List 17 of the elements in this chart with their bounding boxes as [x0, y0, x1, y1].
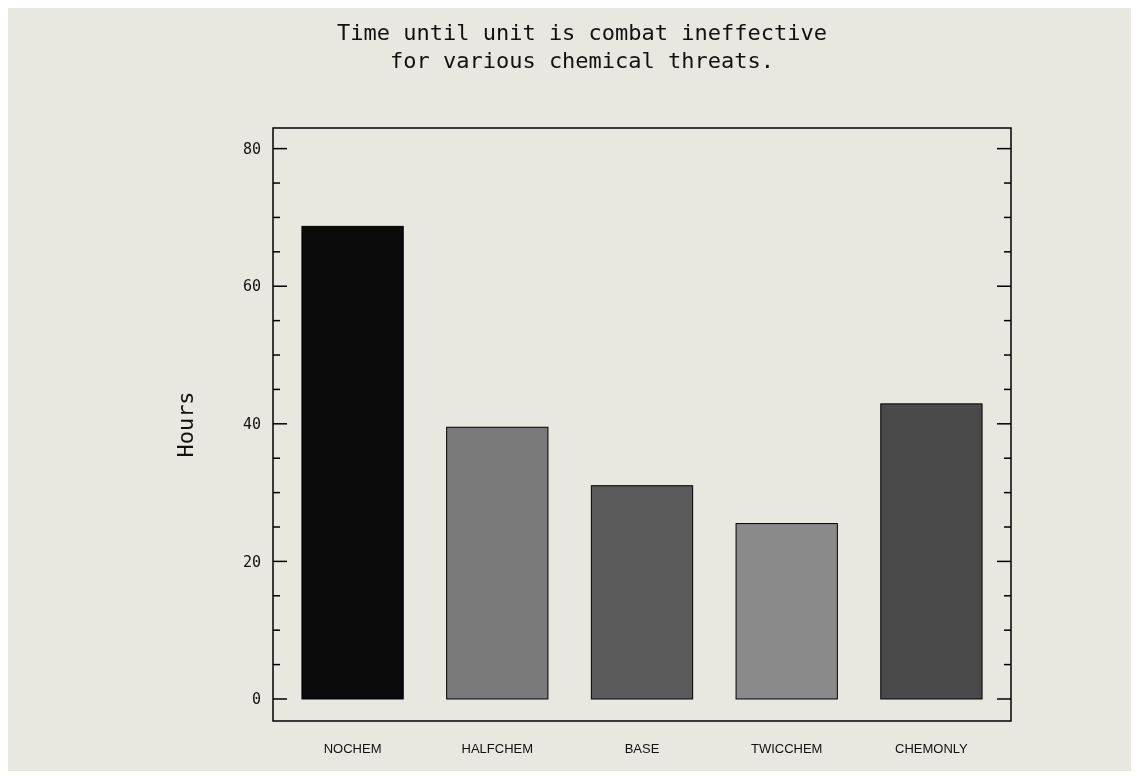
y-tick-label: 60	[242, 277, 261, 296]
y-tick-label: 80	[242, 139, 261, 158]
y-axis-title: Hours	[173, 391, 198, 458]
y-tick-label: 40	[242, 415, 261, 434]
x-tick-label: HALFCHEM	[461, 741, 534, 756]
y-tick-label: 0	[251, 690, 261, 709]
x-tick-label: NOCHEM	[323, 741, 382, 756]
y-tick-label: 20	[242, 552, 261, 571]
x-tick-label: TWICCHEM	[750, 741, 823, 756]
chart-title: Time until unit is combat ineffective for various chemical threats.	[336, 20, 828, 73]
bar	[590, 485, 694, 700]
bar	[735, 523, 838, 700]
x-tick-label: CHEMONLY	[895, 741, 969, 756]
bar	[301, 225, 404, 700]
bar	[880, 403, 983, 700]
bar	[446, 426, 549, 700]
x-tick-label: BASE	[624, 741, 660, 756]
